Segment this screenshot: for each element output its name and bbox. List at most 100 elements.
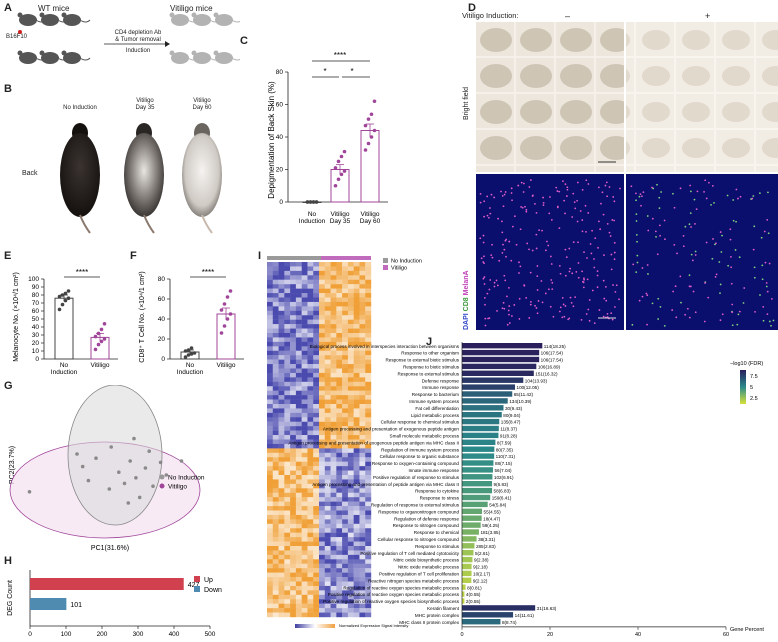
heatmap-cell	[290, 337, 297, 343]
heatmap-cell	[278, 506, 285, 511]
heatmap-cell	[307, 585, 314, 591]
heatmap-cell	[342, 510, 349, 516]
heatmap-cell	[278, 612, 285, 618]
wt-mouse-icon-ear	[17, 50, 23, 56]
if-melana-dot	[604, 184, 607, 187]
heatmap-cell	[301, 479, 308, 485]
heatmap-cell	[307, 546, 314, 551]
heatmap-cell	[347, 408, 354, 414]
heatmap-cell	[342, 519, 349, 525]
if-cell-dot	[682, 234, 685, 237]
chart-g-point	[134, 476, 138, 480]
heatmap-cell	[324, 359, 331, 365]
heatmap-cell	[347, 315, 354, 320]
heatmap-cell	[267, 501, 273, 507]
heatmap-cell	[336, 519, 343, 525]
heatmap-cell	[284, 594, 291, 600]
chart-j-term-label: Positive regulation of T cell proliferat…	[379, 572, 459, 577]
chart-j-value-label: 80(7.35)	[496, 447, 514, 452]
if-melana-dot	[503, 274, 506, 277]
heatmap-cell	[319, 297, 325, 303]
heatmap-cell	[336, 328, 343, 334]
chart-j-bar	[462, 536, 477, 542]
panel-label-c: C	[240, 35, 248, 47]
if-cell-dot	[657, 297, 660, 300]
heatmap-cell	[313, 461, 320, 467]
heatmap-cell	[267, 364, 273, 369]
chart-j-value-label: 58(6.83)	[494, 489, 512, 494]
heatmap-cell	[365, 288, 372, 294]
heatmap-cell	[319, 457, 325, 462]
heatmap-cell	[272, 492, 279, 498]
heatmap-cell	[278, 288, 285, 294]
heatmap-cell	[278, 594, 285, 600]
if-melana-dot	[602, 213, 605, 216]
if-cell-dot	[695, 208, 698, 211]
heatmap-cell	[267, 404, 273, 409]
heatmap-cell	[347, 262, 354, 267]
wt-mouse-icon	[63, 14, 81, 26]
heatmap-cell	[353, 528, 360, 533]
if-melana-dot	[606, 312, 609, 315]
heatmap-cell	[267, 337, 273, 343]
heatmap-cell	[290, 301, 297, 307]
if-melana-dot	[510, 259, 513, 262]
heatmap-cell	[290, 483, 297, 489]
heatmap-cell	[295, 288, 302, 294]
panel-label-d: D	[468, 2, 476, 14]
heatmap-cell	[353, 368, 360, 374]
heatmap-cell	[353, 350, 360, 356]
chart-g: PC2(23.7%) PC1(31.6%) No Induction Vitil…	[9, 385, 205, 552]
if-melana-dot	[549, 305, 552, 308]
heatmap-cell	[359, 603, 366, 609]
heatmap-cell	[301, 572, 308, 578]
chart-j-bar	[462, 522, 481, 528]
chart-g-xlabel: PC1(31.6%)	[91, 545, 129, 552]
heatmap-cell	[324, 350, 331, 356]
heatmap-cell	[284, 448, 291, 454]
c-point	[363, 148, 368, 152]
heatmap-cell	[347, 483, 354, 489]
heatmap-cell	[324, 501, 331, 507]
heatmap-cell	[319, 293, 325, 298]
heatmap-cell	[319, 288, 325, 294]
heatmap-cell	[272, 488, 279, 493]
chart-g-point	[122, 481, 127, 486]
heatmap-cell	[295, 546, 302, 551]
chart-j-bar	[462, 591, 465, 597]
heatmap-cell	[313, 563, 320, 569]
chart-j-bar	[462, 563, 472, 570]
heatmap-cell	[307, 408, 314, 414]
heatmap-cell	[313, 475, 320, 480]
if-melana-dot	[602, 279, 605, 282]
heatmap-cell	[290, 519, 297, 525]
if-cell-dot	[758, 192, 761, 194]
heatmap-cell	[284, 417, 291, 422]
if-melana-dot	[606, 316, 609, 318]
heatmap-cell	[307, 594, 314, 600]
heatmap-cell	[272, 270, 279, 276]
heatmap-cell	[313, 448, 320, 454]
chart-j-term-label: Fat cell differentiation	[415, 406, 459, 411]
heatmap-cell	[313, 439, 320, 445]
heatmap-cell	[295, 439, 302, 445]
if-control	[476, 174, 624, 330]
heatmap-cell	[319, 439, 325, 445]
heatmap-cell	[290, 346, 297, 351]
heatmap-cell	[365, 594, 372, 600]
if-cell-dot	[646, 264, 649, 266]
heatmap-cell	[301, 497, 308, 502]
heatmap-cell	[284, 377, 291, 383]
heatmap-cell	[347, 435, 354, 440]
if-cell-dot	[713, 201, 715, 204]
if-melana-dot	[548, 288, 550, 291]
heatmap-cell	[267, 372, 273, 378]
heatmap-cell	[365, 563, 372, 569]
heatmap-cell	[267, 514, 273, 520]
heatmap-cell	[347, 355, 354, 360]
if-melana-dot	[482, 261, 485, 263]
heatmap-cell	[336, 581, 343, 587]
heatmap-cell	[267, 275, 273, 280]
heatmap-cell	[290, 550, 297, 556]
vitiligo-mice-title: Vitiligo mice	[170, 4, 213, 13]
